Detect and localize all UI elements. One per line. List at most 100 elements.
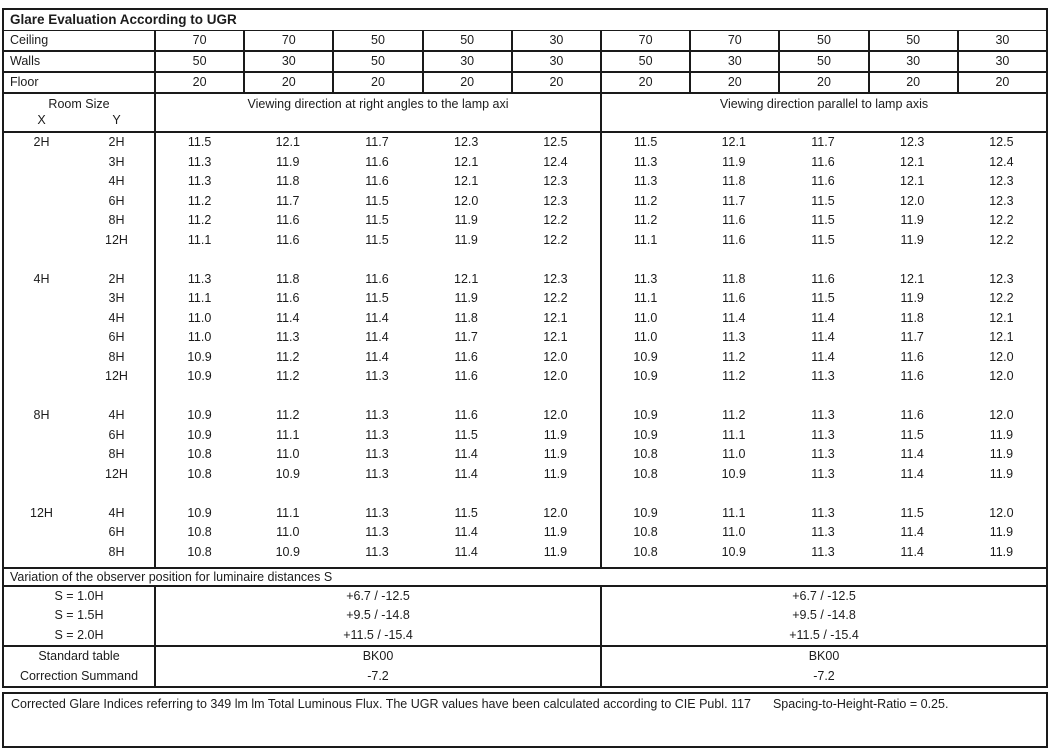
ugr-value-cell: 12.1 [543, 310, 568, 325]
ugr-value-cell: 12.2 [543, 213, 568, 227]
ugr-values-body: 2H 2H 11.5 12.1 11.7 12.3 12.5 11.5 12.1 11.7 12.3… [4, 133, 1046, 569]
ugr-value-cell: 11.2 [276, 349, 300, 364]
ugr-value-cell: 11.1 [599, 289, 689, 309]
ugr-value-cell: 11.6 [900, 408, 924, 422]
ugr-value-cell: 11.9 [543, 525, 568, 539]
ugr-value-cell: 11.9 [989, 525, 1014, 539]
s-distance-label: S = 1.5H [54, 608, 104, 622]
surface-value-cell: 50 [599, 52, 689, 71]
ugr-value-cell: 11.3 [811, 525, 835, 539]
ugr-value-cell [599, 386, 689, 406]
ugr-value-cell: 10.8 [599, 464, 689, 484]
surface-value-cell: 70 [599, 31, 689, 50]
ugr-value-cell [599, 484, 689, 504]
ugr-value-cell: 11.3 [811, 427, 835, 442]
ugr-value-cell: 11.9 [543, 427, 568, 442]
surface-value-cell: 50 [778, 52, 867, 71]
ugr-value-cell: 11.3 [365, 369, 389, 383]
s-variation-right: +11.5 / -15.4 [600, 625, 1046, 645]
ugr-value-cell [154, 250, 243, 270]
ugr-value-cell: 11.5 [811, 291, 835, 305]
filler-cell [599, 562, 689, 567]
filler-cell [511, 562, 600, 567]
ugr-value-cell: 12.0 [543, 505, 568, 520]
ugr-value-cell [778, 484, 867, 504]
ugr-value-cell: 11.8 [900, 310, 924, 325]
room-y-cell: 12H [105, 232, 128, 247]
room-y-cell: 8H [108, 349, 125, 364]
ugr-value-cell: 12.4 [543, 154, 568, 169]
ugr-value-cell: 12.1 [454, 154, 479, 169]
ugr-value-cell: 12.3 [543, 271, 568, 286]
surface-value-cell: 20 [243, 73, 332, 92]
ugr-value-cell: 11.2 [722, 349, 746, 364]
ugr-value-cell: 11.6 [276, 232, 300, 247]
surface-value-cell: 30 [956, 52, 1046, 71]
room-x-cell [4, 328, 79, 348]
room-x-cell [4, 348, 79, 368]
ugr-value-cell: 11.2 [154, 211, 243, 231]
ugr-value-cell: 10.9 [154, 347, 243, 367]
s-distance-row: S = 1.0H +6.7 / -12.5 +6.7 / -12.5 [4, 586, 1046, 606]
ugr-value-cell: 11.3 [365, 466, 389, 481]
ugr-data-row: 12H 10.8 10.9 11.3 11.4 11.9 10.8 10.9 11.3 11.4 1… [4, 464, 1046, 484]
ugr-value-cell: 10.9 [599, 425, 689, 445]
room-x-cell [4, 309, 79, 329]
ugr-value-cell: 11.4 [454, 525, 478, 539]
ugr-value-cell: 10.8 [599, 445, 689, 465]
surface-row: Ceiling 70 70 50 50 30 70 70 50 50 30 [4, 31, 1046, 52]
s-distance-row: S = 2.0H +11.5 / -15.4 +11.5 / -15.4 [4, 625, 1046, 645]
room-y-cell: 8H [108, 544, 125, 559]
room-x-cell [4, 211, 79, 231]
ugr-value-cell: 11.3 [599, 152, 689, 172]
surface-value-cell: 50 [867, 31, 957, 50]
ugr-value-cell: 12.0 [543, 349, 568, 364]
ugr-value-cell: 11.5 [365, 193, 389, 208]
surface-label: Floor [10, 75, 39, 89]
ugr-value-cell: 10.8 [154, 464, 243, 484]
surface-value-cell: 30 [689, 52, 778, 71]
ugr-data-row: 6H 11.0 11.3 11.4 11.7 12.1 11.0 11.3 11.4 11.7 12… [4, 328, 1046, 348]
ugr-value-cell: 11.9 [989, 427, 1014, 442]
ugr-value-cell: 11.9 [454, 291, 478, 305]
filler-cell [154, 562, 243, 567]
surface-value-cell: 50 [332, 52, 421, 71]
ugr-value-cell: 10.8 [599, 523, 689, 543]
ugr-value-cell: 11.9 [722, 154, 746, 169]
room-y-cell: 4H [108, 408, 125, 422]
ugr-value-cell: 11.7 [722, 193, 746, 208]
ugr-data-row: 4H 11.3 11.8 11.6 12.1 12.3 11.3 11.8 11.6 12.1 12… [4, 172, 1046, 192]
ugr-value-cell: 12.1 [900, 174, 925, 188]
summary-label: Standard table [38, 649, 120, 663]
s-distance-label: S = 2.0H [54, 627, 104, 642]
ugr-value-cell: 11.4 [454, 466, 478, 481]
footer-note: Corrected Glare Indices referring to 349… [2, 692, 1048, 748]
ugr-value-cell: 12.0 [543, 369, 568, 383]
ugr-value-cell: 10.9 [599, 347, 689, 367]
ugr-value-cell: 11.6 [365, 174, 389, 188]
surface-value-cell: 50 [154, 52, 243, 71]
room-x-cell [4, 250, 79, 270]
surface-value-cell: 20 [421, 73, 511, 92]
ugr-value-cell: 12.1 [275, 135, 300, 149]
surface-reflectance-rows: Ceiling 70 70 50 50 30 70 70 50 50 30 Walls 50 30 50 30… [4, 31, 1046, 94]
ugr-value-cell: 12.1 [989, 310, 1014, 325]
summary-value-left: BK00 [154, 647, 600, 667]
filler-cell [243, 562, 332, 567]
ugr-value-cell: 11.8 [722, 271, 746, 286]
ugr-value-cell: 11.7 [900, 330, 924, 344]
ugr-value-cell: 10.9 [154, 406, 243, 426]
surface-value-cell: 20 [332, 73, 421, 92]
ugr-value-cell: 11.9 [454, 213, 478, 227]
spacer-row [4, 386, 1046, 406]
ugr-value-cell: 11.3 [811, 369, 835, 383]
data-filler-row [4, 562, 1046, 567]
ugr-value-cell: 11.5 [365, 232, 389, 247]
ugr-value-cell: 11.4 [811, 349, 835, 364]
ugr-value-cell: 12.3 [454, 135, 479, 149]
ugr-value-cell: 11.1 [599, 230, 689, 250]
ugr-value-cell: 12.3 [543, 174, 568, 188]
ugr-value-cell: 10.8 [154, 542, 243, 562]
surface-value-cell: 20 [956, 73, 1046, 92]
ugr-value-cell: 11.5 [900, 505, 924, 520]
